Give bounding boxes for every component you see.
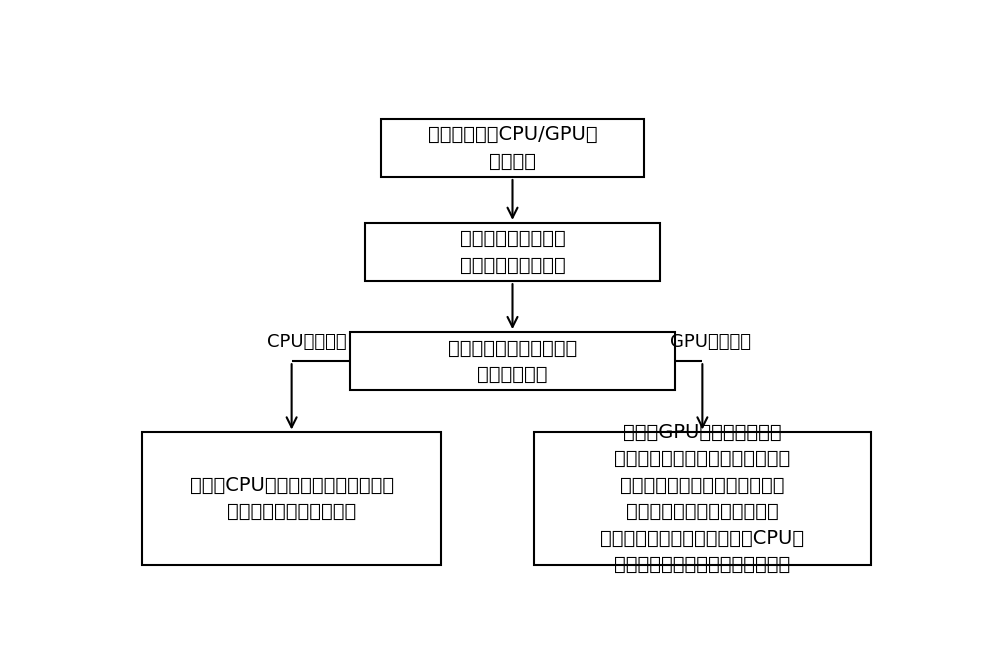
Text: CPU读写操作: CPU读写操作 (267, 333, 347, 351)
FancyBboxPatch shape (381, 119, 644, 177)
FancyBboxPatch shape (534, 432, 871, 564)
FancyBboxPatch shape (142, 432, 441, 564)
FancyBboxPatch shape (350, 332, 675, 391)
Text: 在执行GPU的访存请求时，
将访存请求的读取或者写入外部存
储器的读写数据绕过高速缓存，
直接对外部存储器进行操作，
仅当写命中高速缓存时才通知CPU内
核进行: 在执行GPU的访存请求时， 将访存请求的读取或者写入外部存 储器的读写数据绕过高… (600, 422, 804, 574)
Text: GPU读写操作: GPU读写操作 (670, 333, 751, 351)
Text: 检查进入流水线的访存请
求的请求类别: 检查进入流水线的访存请 求的请求类别 (448, 339, 577, 384)
Text: 在执行CPU的访存请求时将访存请求
的读写数据经过高速缓存: 在执行CPU的访存请求时将访存请求 的读写数据经过高速缓存 (190, 476, 394, 521)
FancyBboxPatch shape (365, 223, 660, 281)
Text: 分类缓存来自CPU/GPU的
访存请求: 分类缓存来自CPU/GPU的 访存请求 (428, 125, 597, 170)
Text: 针对缓存的不同类型
的访存请求进行仲裁: 针对缓存的不同类型 的访存请求进行仲裁 (460, 229, 565, 275)
